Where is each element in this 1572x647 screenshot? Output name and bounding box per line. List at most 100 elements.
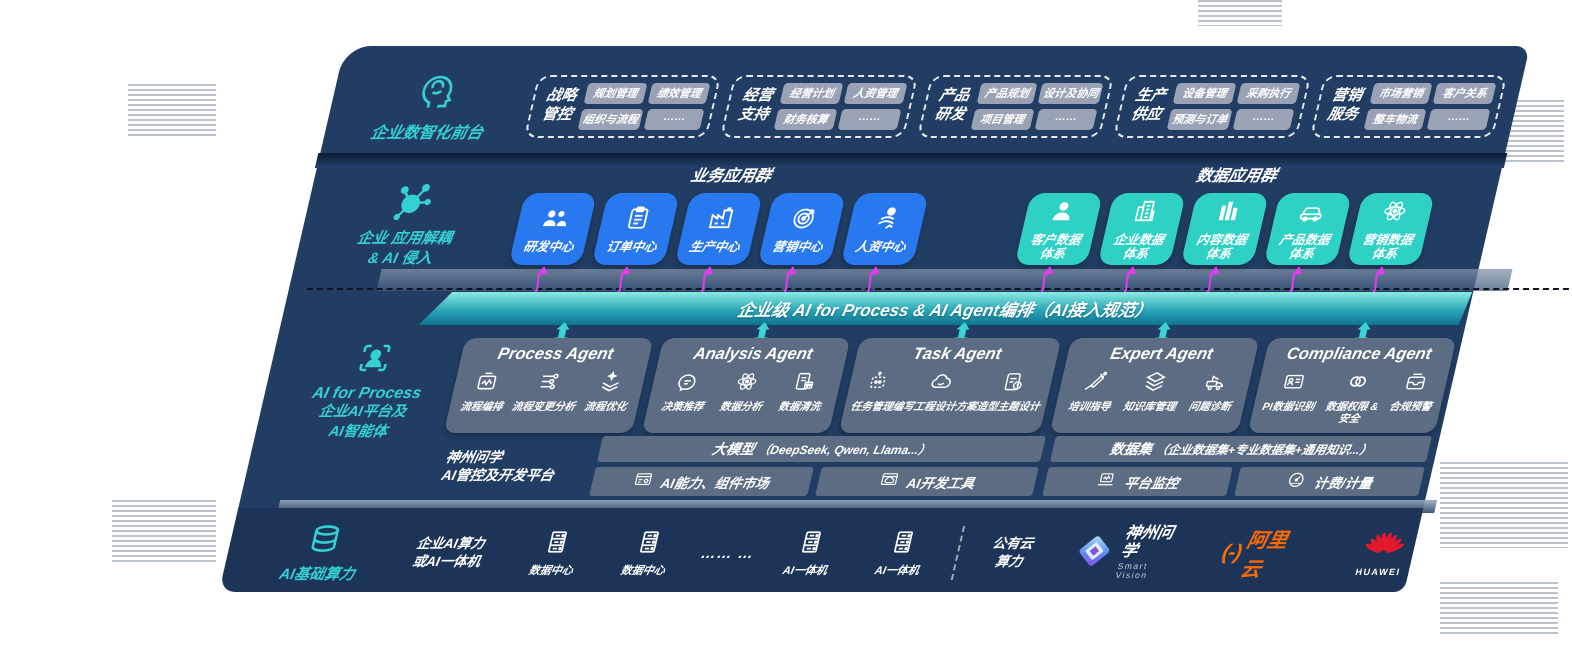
enterprise-compute-label: 企业AI算力 或AI一体机: [384, 535, 513, 570]
agent-capability: 流程优化: [583, 370, 635, 413]
model-bar-sub: （DeepSeek, Qwen, Llama...）: [756, 442, 933, 457]
person-wave-icon: [870, 205, 903, 236]
layers-icon: [1140, 370, 1169, 398]
analysis-agent-box: Analysis Agent 决策推荐 数据分析 数据清洗: [641, 338, 851, 434]
agent-capability: 数据权限 & 安全: [1317, 370, 1392, 425]
card-production-center: 生产中心: [674, 193, 764, 265]
app-card-cell: 人资中心: [833, 193, 930, 297]
data-card-cell: 产品数据体系: [1256, 193, 1352, 297]
server-icon: [540, 529, 573, 560]
platform-dataset-group: 数据集 （企业数据集+专业数据集+通用知识...） 平台监控 计费/计量: [1042, 436, 1432, 496]
compliance-agent-box: Compliance Agent PI数据识别 数据权限 & 安全 合规预警: [1247, 338, 1457, 434]
front-office-title: 企业数智化前台: [368, 124, 485, 142]
agent-capability: 造型主题设计: [975, 370, 1048, 413]
card-rnd-center: 研发中心: [508, 193, 598, 265]
person-scan-icon: [352, 363, 392, 380]
compute-line1: 企业AI算力: [415, 536, 487, 552]
atom-icon: [1377, 198, 1410, 229]
capability-label: 培训指导: [1066, 401, 1112, 413]
agent-capability: PI数据识别: [1261, 370, 1323, 413]
decouple-label: 企业 应用解耦 & AI 侵入: [309, 180, 506, 270]
doc-bot-icon: [790, 370, 819, 398]
group-marketing: 营销服务 市场营销 客户关系 整车物流 ……: [1309, 74, 1508, 138]
platform-label-line1: 神州问学: [444, 448, 505, 465]
ellipsis: …… …: [691, 545, 765, 562]
car-icon: [1294, 198, 1327, 229]
alicloud-name: 阿里云: [1238, 530, 1290, 581]
box-wave-icon: [472, 370, 501, 398]
card-label: 企业数据体系: [1112, 232, 1166, 261]
card-label: 研发中心: [522, 239, 576, 254]
business-group-title: 业务应用群: [688, 168, 773, 185]
card-label: 人资中心: [854, 239, 908, 254]
public-cloud-label: 公有云 算力: [971, 535, 1051, 570]
compute-nodes: 数据中心 数据中心 …… … AI一体机 AI一体机: [503, 529, 952, 578]
group-title: 经营支持: [736, 87, 775, 123]
card-content-data: 内容数据体系: [1179, 193, 1269, 265]
architecture-diagram: 企业数智化前台 战略管控 规划管理 绩效管理 组织与流程 …… 经营支持 经营计…: [218, 46, 1570, 592]
capability-label: PI数据识别: [1261, 401, 1316, 413]
group-title: 产品研发: [933, 87, 972, 123]
agent-capability: 培训指导: [1067, 370, 1119, 413]
module-chip: 市场营销: [1369, 82, 1433, 104]
module-chip: ……: [643, 108, 705, 130]
app-card-cell: 营销中心: [750, 193, 847, 297]
aifp-line2: 企业AI平台及: [317, 404, 408, 420]
group-operation: 经营支持 经营计划 人资管理 财务核算 ……: [720, 74, 919, 138]
module-chip: ……: [1427, 108, 1491, 130]
model-bar-title: 大模型: [710, 441, 757, 457]
grid-bot-icon: [862, 370, 891, 398]
card-marketing-center: 营销中心: [757, 193, 847, 265]
node-ai-appliance: AI一体机: [849, 529, 952, 578]
infra-label: AI基础算力: [249, 523, 395, 584]
mail-icon: [1401, 370, 1430, 398]
capability-label: 流程编排: [459, 401, 504, 413]
module-chip: 设备管理: [1172, 82, 1237, 104]
app-card-cell: 生产中心: [667, 193, 764, 297]
group-supply: 生产供应 设备管理 采购执行 预测与订单 ……: [1113, 74, 1312, 138]
people-icon: [538, 205, 571, 236]
card-label: 生产中心: [688, 239, 742, 254]
orchestration-band-text: 企业级 AI for Process & AI Agent编排（AI接入规范）: [735, 301, 1155, 320]
capability-label: 决策推荐: [660, 401, 705, 413]
data-card-cell: 企业数据体系: [1090, 193, 1186, 297]
data-card-cell: 客户数据体系: [1007, 193, 1103, 297]
business-app-group: 业务应用群 研发中心 订单中心: [483, 162, 954, 297]
agent-title: Expert Agent: [1108, 345, 1215, 363]
spark-stack-icon: [596, 370, 625, 398]
module-chip: 采购执行: [1236, 82, 1301, 104]
card-customer-data: 客户数据体系: [1013, 193, 1103, 265]
app-groups-row: 业务应用群 研发中心 订单中心: [483, 162, 1499, 297]
node-label: 数据中心: [527, 564, 575, 577]
capability-label: 问题诊断: [1187, 401, 1233, 413]
data-app-group: 数据应用群 客户数据体系 企业数据体系: [949, 162, 1499, 297]
alicloud-bracket: (-): [1220, 541, 1244, 564]
training-icon: [1080, 370, 1109, 398]
front-office-label: 企业数智化前台: [327, 70, 540, 143]
target-icon: [787, 205, 820, 236]
card-enterprise-data: 企业数据体系: [1096, 193, 1186, 265]
capability-label: 流程优化: [583, 401, 628, 413]
alicloud-logo: (-) 阿里云: [1216, 524, 1307, 582]
cell-label: 平台监控: [1122, 475, 1181, 491]
window-gear-icon: [631, 470, 656, 494]
diamond-gem-icon: [1070, 532, 1118, 575]
cell-platform-monitor: 平台监控: [1042, 467, 1233, 496]
factory-icon: [704, 205, 737, 236]
data-card-cell: 营销数据体系: [1339, 193, 1435, 297]
module-chip: 规划管理: [583, 82, 648, 104]
agent-capability: 编写工程设计方案: [891, 370, 985, 413]
app-card-cell: 订单中心: [584, 193, 681, 297]
module-chip: 组织与流程: [577, 108, 644, 130]
agent-capability: 决策推荐: [660, 370, 712, 413]
laptop-chart-icon: [1094, 470, 1119, 494]
scan-artifact: [1440, 582, 1558, 636]
sliders-icon: [534, 370, 563, 398]
decouple-label-line1: 企业 应用解耦: [355, 230, 454, 247]
agents-row: Process Agent 流程编排 流程变更分析 流程优化 Analysis …: [443, 338, 1457, 434]
idcard-icon: [1279, 370, 1308, 398]
expert-agent-box: Expert Agent 培训指导 知识库管理 问题诊断: [1049, 338, 1260, 434]
cell-label: AI开发工具: [905, 475, 977, 491]
agent-capability: 知识库管理: [1122, 370, 1184, 413]
node-datacenter: 数据中心: [595, 529, 698, 578]
